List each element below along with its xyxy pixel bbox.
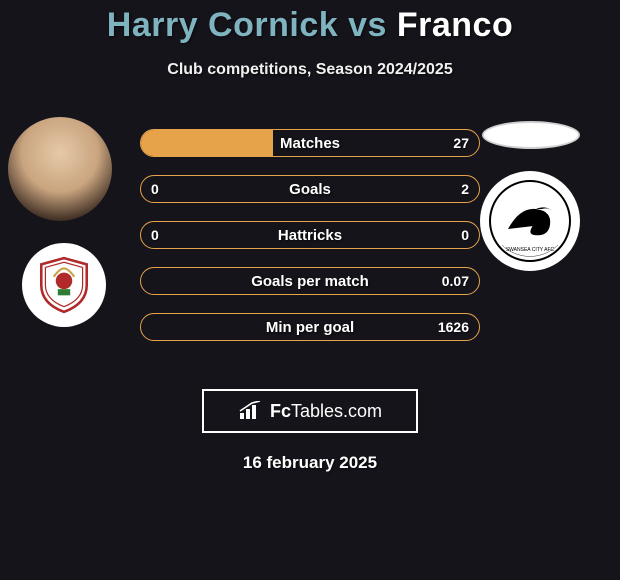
stat-bar: 02Goals (140, 175, 480, 203)
avatar-placeholder (8, 117, 112, 221)
subtitle: Club competitions, Season 2024/2025 (0, 61, 620, 79)
bar-label: Matches (141, 135, 479, 152)
brand-suffix: Tables.com (291, 401, 382, 421)
stat-bar: 27Matches (140, 129, 480, 157)
bar-label: Hattricks (141, 227, 479, 244)
player1-avatar (8, 117, 112, 221)
right-column: SWANSEA CITY AFC (480, 117, 600, 271)
page-title: Harry Cornick vs Franco (0, 0, 620, 45)
brand-text: FcTables.com (270, 401, 382, 422)
left-column (8, 117, 118, 327)
stat-bar: 00Hattricks (140, 221, 480, 249)
brand-box: FcTables.com (202, 389, 418, 433)
comparison-content: SWANSEA CITY AFC 27Matches 02Goals 00Hattr… (0, 117, 620, 367)
bristol-city-icon (33, 254, 95, 316)
bar-label: Goals (141, 181, 479, 198)
stat-bars: 27Matches 02Goals 00Hattricks 0.07Goals per… (140, 129, 480, 359)
svg-text:SWANSEA CITY AFC: SWANSEA CITY AFC (506, 247, 555, 253)
player1-club-badge (22, 243, 106, 327)
player2-avatar-oval (482, 121, 580, 149)
player1-name: Harry Cornick (107, 6, 338, 44)
bar-label: Min per goal (141, 319, 479, 336)
chart-icon (238, 401, 264, 421)
title-connector: vs (348, 6, 387, 44)
swansea-icon: SWANSEA CITY AFC (488, 179, 572, 263)
brand-prefix: Fc (270, 401, 291, 421)
bar-label: Goals per match (141, 273, 479, 290)
player2-club-badge: SWANSEA CITY AFC (480, 171, 580, 271)
player2-name: Franco (397, 6, 513, 44)
stat-bar: 0.07Goals per match (140, 267, 480, 295)
stat-bar: 1626Min per goal (140, 313, 480, 341)
date-label: 16 february 2025 (0, 453, 620, 473)
